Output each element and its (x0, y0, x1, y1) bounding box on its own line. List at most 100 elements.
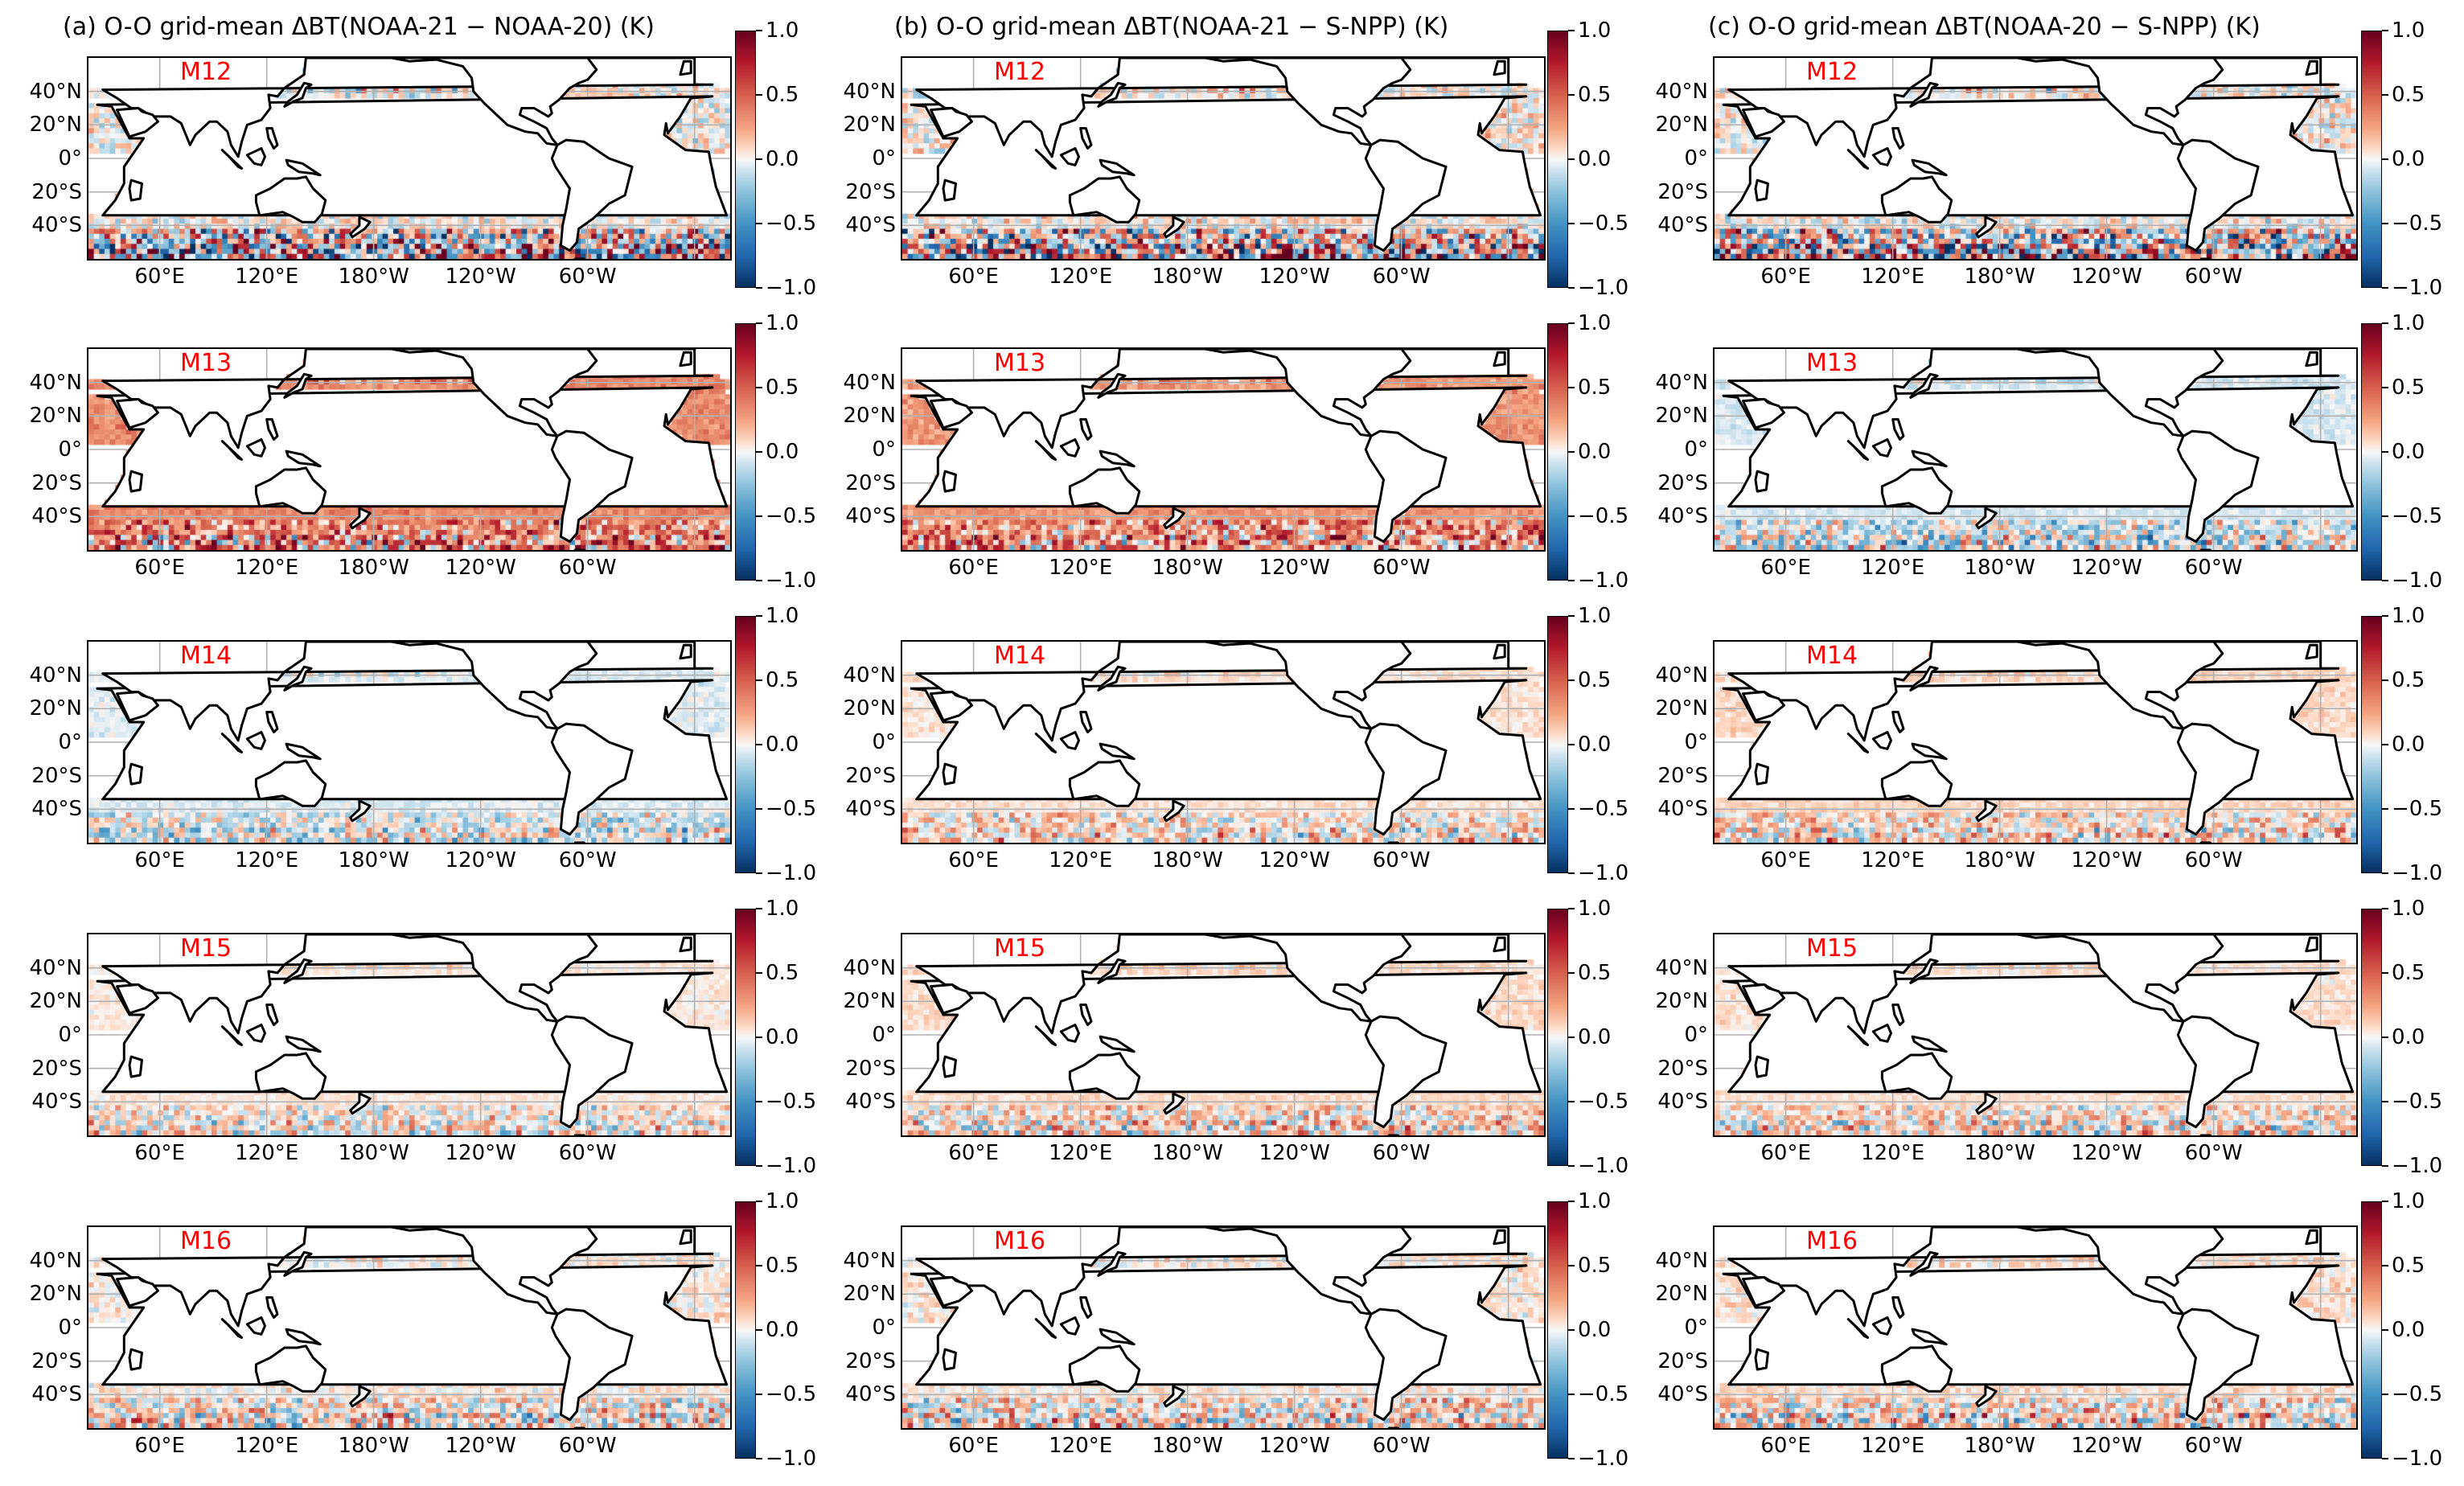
colorbar (2361, 323, 2382, 581)
coastline (390, 642, 598, 730)
colorbar-tick (1568, 1101, 1575, 1102)
coastline (1364, 138, 1448, 252)
colorbar-tick (2382, 451, 2388, 453)
coastline (930, 983, 973, 1015)
lon-tick-label: 120°E (235, 1434, 299, 1458)
colorbar-tick (2382, 1265, 2388, 1266)
colorbar-tick-label: 0.5 (1578, 1254, 1612, 1278)
colorbar (735, 909, 756, 1166)
coastline (265, 418, 279, 441)
colorbar-tick-label: −1.0 (1578, 1154, 1629, 1178)
lon-tick-label: 60°W (558, 1434, 617, 1458)
lat-tick-label: 20°N (29, 404, 82, 429)
coastline (1891, 127, 1905, 150)
lon-tick-label: 60°E (1760, 848, 1811, 872)
band-label: M16 (180, 1227, 232, 1255)
lat-tick-label: 20°S (1657, 179, 1708, 204)
coastline (1493, 936, 1506, 953)
lat-tick-label: 40°N (843, 79, 896, 104)
coastline (1204, 58, 1412, 146)
colorbar-tick-label: 0.5 (1578, 83, 1612, 107)
lon-tick-label: 180°W (1964, 1141, 2035, 1165)
coastline (1880, 466, 1953, 515)
colorbar-tick-label: 1.0 (2392, 604, 2425, 628)
lon-tick-label: 120°W (445, 265, 516, 289)
coastline (1493, 1229, 1506, 1246)
lat-tick-label: 40°N (843, 1248, 896, 1273)
heatmap-panel: M15 (901, 933, 1546, 1137)
map-overlay (88, 349, 730, 550)
coastline (1059, 438, 1080, 458)
coastline (942, 470, 957, 493)
colorbar-tick (2382, 972, 2388, 974)
lat-tick-label: 40°S (31, 504, 82, 529)
coastline (128, 470, 143, 493)
colorbar-tick-label: 0.5 (766, 961, 799, 985)
coastline (679, 60, 692, 76)
coastline (265, 127, 279, 150)
colorbar-tick (2382, 1101, 2388, 1102)
coastline (390, 1227, 598, 1316)
lon-tick-label: 60°E (948, 556, 999, 580)
colorbar-tick (756, 223, 762, 224)
lat-tick-label: 0° (1684, 730, 1708, 754)
coastline (116, 691, 159, 722)
colorbar-tick-label: 0.0 (2392, 733, 2425, 757)
colorbar-tick (2382, 872, 2388, 874)
colorbar-tick (756, 1101, 762, 1102)
lat-tick-label: 20°S (1657, 470, 1708, 495)
colorbar-tick-label: 0.5 (1578, 668, 1612, 692)
coastline (2305, 351, 2318, 367)
map-overlay (902, 1227, 1544, 1428)
lon-tick-label: 120°E (235, 1141, 299, 1165)
band-label: M13 (180, 349, 232, 377)
colorbar (2361, 1201, 2382, 1459)
colorbar-tick-label: 1.0 (1578, 18, 1612, 43)
coastline (265, 711, 279, 733)
coastline (116, 107, 159, 138)
coastline (1163, 507, 1185, 530)
coastline (679, 643, 692, 660)
coastline (1068, 759, 1141, 807)
coastline (930, 107, 973, 138)
lon-tick-label: 60°E (1760, 556, 1811, 580)
lon-tick-label: 180°W (1964, 556, 2035, 580)
lat-tick-label: 40°S (845, 797, 896, 822)
lat-tick-label: 0° (1684, 437, 1708, 462)
lon-tick-label: 180°W (338, 1434, 409, 1458)
coastline (2305, 643, 2318, 660)
map-overlay (1715, 934, 2356, 1135)
coastline (1754, 470, 1769, 493)
lat-tick-label: 20°S (31, 1056, 82, 1081)
colorbar-tick (1568, 1329, 1575, 1331)
map-overlay (1715, 1227, 2356, 1428)
lat-tick-label: 20°N (843, 113, 896, 138)
coastline (254, 1344, 327, 1393)
band-label: M15 (994, 934, 1046, 963)
coastline (1846, 733, 1870, 753)
colorbar-tick-label: −1.0 (766, 1154, 817, 1178)
colorbar (735, 616, 756, 873)
coastline (1880, 1052, 1953, 1100)
lat-tick-label: 40°N (843, 370, 896, 395)
coastline (1059, 731, 1080, 750)
lon-tick-label: 60°E (1760, 1141, 1811, 1165)
colorbar-tick (1568, 287, 1575, 289)
lon-tick-label: 180°W (338, 848, 409, 872)
lat-tick-label: 40°N (1655, 79, 1708, 104)
lat-tick-label: 20°N (843, 989, 896, 1014)
coastline (2176, 429, 2260, 544)
coastline (349, 1385, 372, 1408)
heatmap-panel: M16 (87, 1225, 732, 1430)
band-label: M12 (180, 58, 232, 86)
lon-tick-label: 120°E (235, 265, 299, 289)
colorbar-tick-label: 0.0 (1578, 733, 1612, 757)
coastline (1911, 1035, 1948, 1053)
colorbar-tick (756, 322, 762, 324)
coastline (285, 158, 322, 177)
lon-tick-label: 120°W (445, 848, 516, 872)
colorbar (1547, 909, 1568, 1166)
lat-tick-label: 40°N (29, 370, 82, 395)
band-label: M15 (1806, 934, 1858, 963)
